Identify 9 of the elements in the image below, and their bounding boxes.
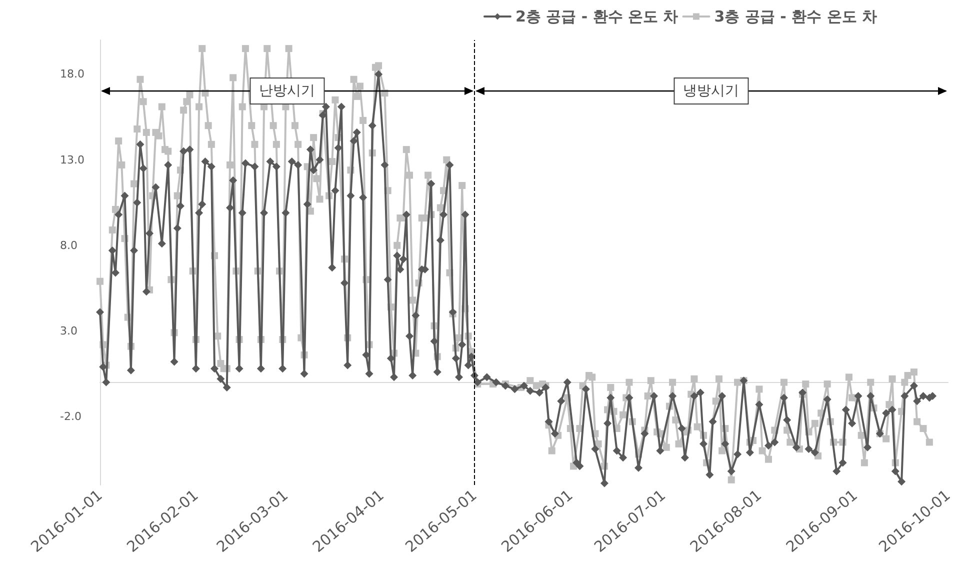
y-tick-label: 8.0 [60, 238, 78, 252]
y-tick-label: 3.0 [60, 324, 78, 338]
annotation: 냉방시기 [683, 82, 740, 100]
legend-label: 3층 공급 - 환수 온도 차 [714, 8, 878, 26]
annotation: 난방시기 [259, 82, 316, 100]
y-tick-label: 13.0 [60, 153, 84, 166]
y-tick-label: 18.0 [60, 68, 84, 81]
legend-label: 2층 공급 - 환수 온도 차 [515, 8, 678, 26]
y-tick-label: -2.0 [60, 410, 82, 424]
